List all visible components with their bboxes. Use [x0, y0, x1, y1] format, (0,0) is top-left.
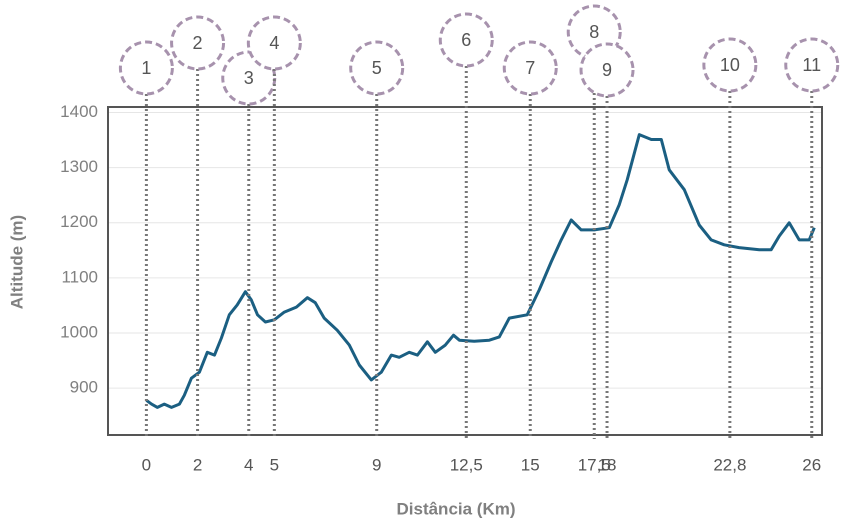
marker-label: 3: [244, 68, 254, 88]
x-tick-label: 4: [244, 455, 253, 474]
marker-label: 5: [372, 58, 382, 78]
marker-circle: [170, 15, 226, 71]
y-tick-label: 1400: [60, 102, 98, 121]
marker-label: 10: [720, 55, 740, 75]
marker-circle: [246, 15, 302, 71]
y-tick-label: 1300: [60, 157, 98, 176]
marker-circle: [579, 42, 635, 98]
marker-label: 1: [141, 58, 151, 78]
marker-label: 9: [602, 60, 612, 80]
x-tick-label: 12,5: [450, 455, 483, 474]
x-tick-label: 15: [521, 455, 540, 474]
x-tick-label: 26: [802, 455, 821, 474]
y-tick-label: 1000: [60, 323, 98, 342]
y-tick-label: 900: [70, 378, 98, 397]
marker-circle: [784, 37, 840, 93]
marker-circle: [702, 37, 758, 93]
x-tick-label: 2: [193, 455, 202, 474]
x-tick-label: 18: [598, 455, 617, 474]
x-tick-label: 17,5: [578, 455, 611, 474]
x-tick-label: 5: [270, 455, 279, 474]
marker-label: 2: [193, 33, 203, 53]
x-tick-label: 9: [372, 455, 381, 474]
altitude-line: [145, 133, 816, 409]
marker-circle: [118, 40, 174, 96]
y-tick-label: 1100: [61, 267, 98, 286]
x-axis-label: Distância (Km): [396, 499, 515, 518]
marker-circle: [349, 40, 405, 96]
marker-circle: [502, 40, 558, 96]
y-tick-label: 1200: [60, 212, 98, 231]
y-axis-label: Altitude (m): [7, 215, 26, 309]
marker-label: 6: [461, 30, 471, 50]
marker-label: 8: [589, 22, 599, 42]
x-tick-label: 22,8: [713, 455, 746, 474]
marker-label: 7: [525, 58, 535, 78]
marker-label: 11: [802, 55, 821, 75]
marker-circle: [438, 12, 494, 68]
x-tick-label: 0: [142, 455, 151, 474]
marker-label: 4: [269, 33, 279, 53]
